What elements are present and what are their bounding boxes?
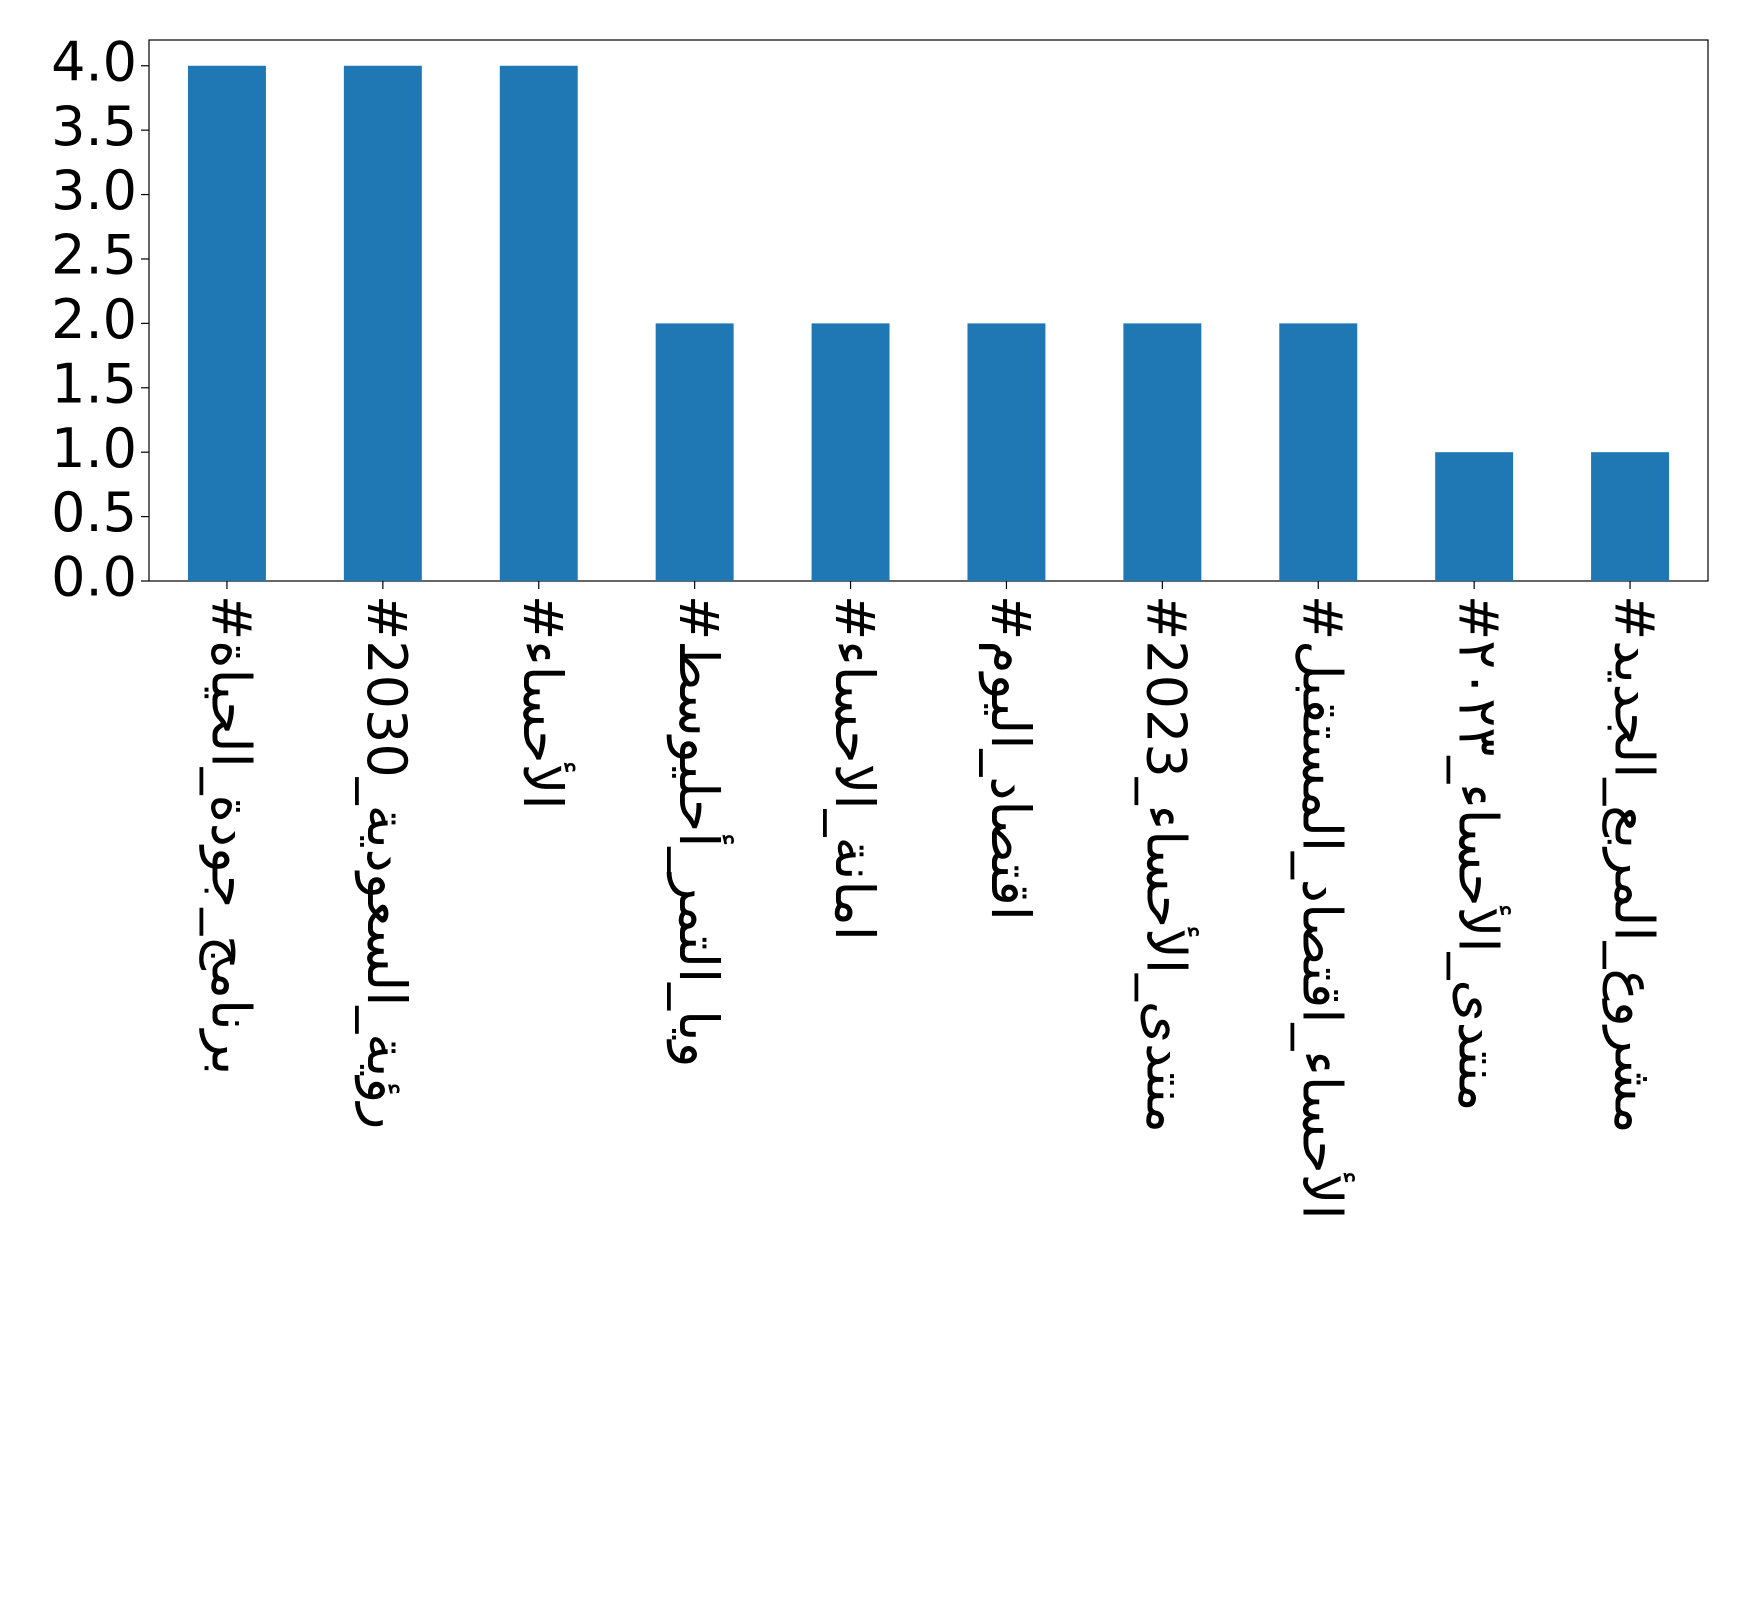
bar — [811, 323, 890, 581]
y-tick-label: 3.0 — [51, 159, 137, 222]
y-tick-label: 2.0 — [51, 288, 137, 351]
y-tick-label: 1.0 — [51, 417, 137, 480]
x-tick-label: #ويا_التمر_أحليوسط — [667, 595, 734, 1068]
bar — [1591, 452, 1670, 581]
y-tick-label: 1.5 — [51, 352, 137, 415]
axes-frame — [148, 39, 1709, 582]
y-tick-label: 4.0 — [51, 30, 137, 93]
x-tick-label: #مشروع_المربع_الجديد — [1601, 595, 1665, 1134]
x-tick-label: #الأحساء — [511, 595, 576, 809]
bar — [1123, 323, 1202, 581]
bar — [343, 65, 422, 581]
x-tick-label: #اقتصاد_اليوم — [979, 595, 1042, 921]
y-tick-label: 3.5 — [51, 95, 137, 158]
y-tick-label: 0.0 — [51, 546, 137, 609]
bar — [967, 323, 1046, 581]
bar — [655, 323, 734, 581]
bar — [1435, 452, 1514, 581]
x-tick-label: #منتدى_الأحساء_٢٠٢٣ — [1447, 595, 1512, 1112]
x-tick-label: #رؤية_السعودية_2030 — [355, 595, 418, 1129]
bar — [499, 65, 578, 581]
x-tick-label: #الأحساء_اقتصاد_المستقبل — [1291, 595, 1356, 1220]
y-tick-label: 0.5 — [51, 481, 137, 544]
bar — [1279, 323, 1358, 581]
x-tick-label: #برنامج_جودة_الحياة — [198, 595, 262, 1075]
x-tick-label: #امانة_الاحساء — [823, 595, 886, 941]
y-tick-label: 2.5 — [51, 224, 137, 287]
bar — [187, 65, 266, 581]
x-tick-label: #منتدى_الأحساء_2023 — [1135, 595, 1200, 1133]
